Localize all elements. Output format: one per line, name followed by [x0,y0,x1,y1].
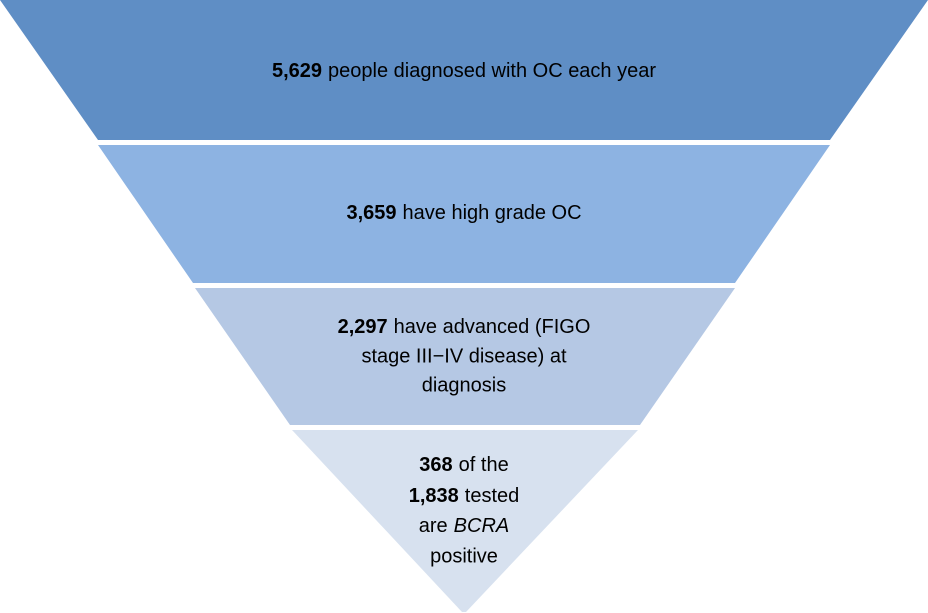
label: have advanced (FIGO [394,316,591,338]
label: tested [465,485,519,507]
count: 2,297 [338,316,388,338]
level-text: diagnosis [422,374,507,396]
label: people diagnosed with OC each year [328,60,656,82]
funnel-level [0,0,928,140]
level-text: 3,659 have high grade OC [346,202,581,224]
level-text: are BCRA [419,515,509,537]
funnel-level [98,145,830,283]
level-text: stage III−IV disease) at [361,345,567,367]
level-text: 1,838 tested [409,485,520,507]
gene-name: BCRA [454,515,510,537]
level-text: 2,297 have advanced (FIGO [338,316,591,338]
label: are [419,515,448,537]
level-text: 368 of the [419,454,508,476]
level-text: positive [430,545,498,567]
label: have high grade OC [403,202,582,224]
count: 5,629 [272,60,322,82]
count: 368 [419,454,452,476]
funnel-level [292,430,638,612]
label: of the [459,454,509,476]
count: 1,838 [409,485,459,507]
level-text: 5,629 people diagnosed with OC each year [272,60,656,82]
count: 3,659 [346,202,396,224]
funnel-level [195,288,735,425]
